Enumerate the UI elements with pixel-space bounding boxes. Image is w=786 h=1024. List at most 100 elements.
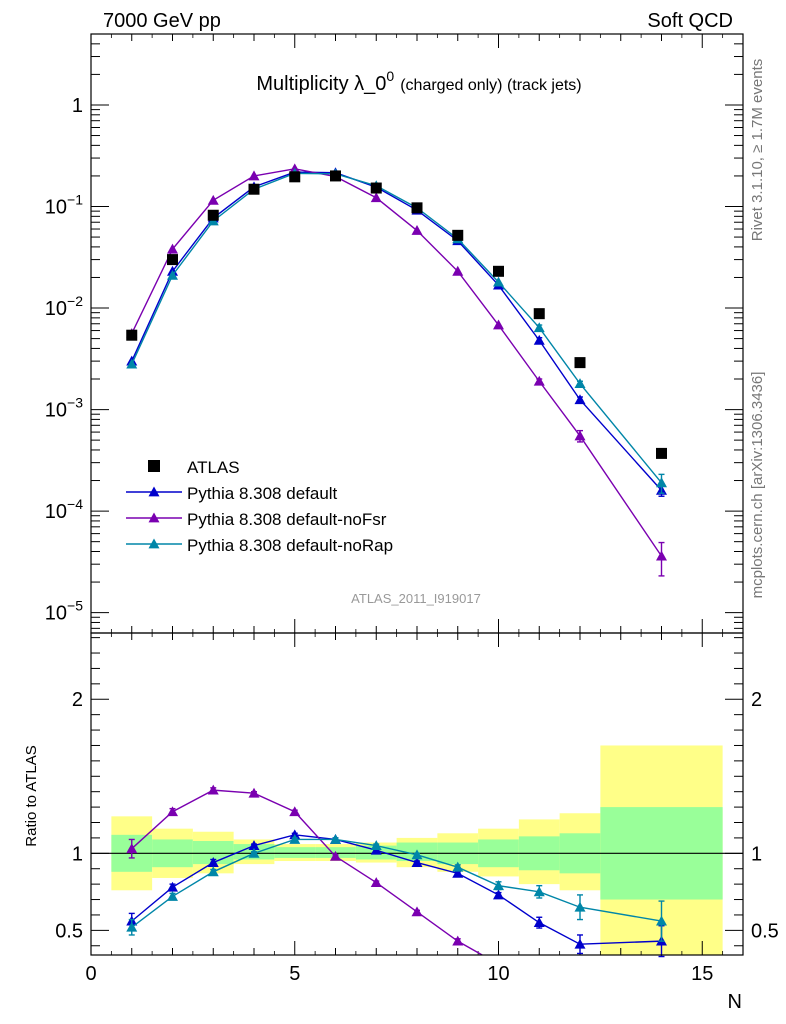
ratio-series-point — [207, 857, 219, 867]
main-panel: 1 10−1 10−2 10−3 10−4 10−5 — [45, 33, 744, 634]
series-point — [574, 430, 586, 441]
data-point — [330, 170, 341, 182]
ratio-series-point — [370, 840, 382, 851]
ratio-series-point — [370, 877, 382, 887]
ratio-series-line — [131, 789, 483, 956]
series-point — [207, 194, 219, 205]
ratio-y-tick-label: 2 — [72, 689, 83, 711]
ratio-series-point — [330, 850, 341, 861]
ratio-series-point — [452, 935, 464, 946]
ratio-series-point — [574, 938, 586, 949]
legend: ATLAS Pythia 8.308 default Pythia 8.308 de… — [126, 458, 393, 555]
series-point — [493, 276, 504, 287]
data-point — [452, 229, 464, 241]
ratio-series-point — [452, 861, 464, 872]
ratio-y-tick-label-right: 0.5 — [751, 920, 779, 942]
series-point — [533, 375, 545, 386]
legend-marker-data — [148, 460, 160, 472]
ratio-series-point — [533, 886, 545, 897]
data-point — [207, 209, 219, 221]
plot-title-paren: (charged only) (track jets) — [400, 77, 581, 94]
data-point — [248, 183, 260, 195]
y-tick-label: 10−5 — [45, 598, 83, 625]
ratio-axis-label: Ratio to ATLAS — [23, 745, 40, 846]
data-point — [656, 447, 667, 459]
y-tick-label: 10−4 — [45, 496, 83, 523]
series-point — [493, 319, 504, 330]
ratio-series-point — [207, 866, 219, 877]
ratio-series-point — [289, 806, 301, 817]
legend-marker — [148, 512, 160, 523]
header-left: 7000 GeV pp — [103, 10, 221, 32]
ratio-series-point — [248, 847, 260, 858]
legend-marker — [148, 486, 160, 497]
ratio-series-point — [330, 833, 341, 844]
x-tick-label: 0 — [85, 963, 96, 985]
ratio-series-point — [574, 901, 586, 912]
ratio-y-tick-label: 1 — [72, 843, 83, 865]
x-tick-label: 5 — [289, 963, 300, 985]
ratio-series-point — [248, 840, 260, 851]
series-point — [452, 265, 464, 276]
series-point — [167, 243, 178, 254]
rivet-version-label: Rivet 3.1.10, ≥ 1.7M events — [749, 59, 766, 242]
ratio-series-point — [493, 889, 504, 900]
ratio-series-point — [167, 881, 178, 892]
data-point — [493, 265, 504, 277]
plot-title: Multiplicity λ_00 (charged only) (track j… — [256, 68, 581, 95]
series-point — [248, 170, 260, 181]
ratio-y-tick-label-right: 2 — [751, 689, 762, 711]
data-point — [411, 202, 423, 214]
series-point — [126, 358, 138, 369]
ratio-series-point — [411, 857, 423, 867]
data-point — [289, 171, 301, 183]
ratio-series-point — [167, 806, 178, 817]
data-point — [126, 329, 138, 341]
plot-title-main: Multiplicity λ_0 — [256, 73, 386, 95]
ratio-y-tick-label: 0.5 — [55, 920, 83, 942]
header-right: Soft QCD — [647, 10, 733, 32]
legend-label: Pythia 8.308 default-noFsr — [187, 510, 387, 529]
series-point — [656, 477, 667, 488]
ratio-series-point — [411, 906, 423, 917]
series-point — [574, 378, 586, 389]
series-point — [533, 334, 545, 345]
series-point — [411, 225, 423, 235]
x-tick-label: 15 — [691, 963, 713, 985]
mcplots-label: mcplots.cern.ch [arXiv:1306.3436] — [749, 372, 766, 599]
series-point — [574, 394, 586, 405]
legend-label: Pythia 8.308 default — [187, 484, 338, 503]
ratio-series-point — [126, 843, 138, 854]
legend-marker — [148, 538, 160, 549]
ratio-series-1 — [126, 784, 483, 956]
data-point — [167, 254, 178, 266]
y-tick-label: 10−1 — [45, 191, 83, 218]
plot-title-sup: 0 — [386, 68, 394, 84]
ratio-series-point — [289, 833, 301, 844]
data-series — [126, 170, 667, 459]
ratio-series-point — [248, 787, 260, 798]
legend-label-data: ATLAS — [187, 458, 240, 477]
series-point — [533, 322, 545, 333]
ratio-panel: 0.5 0.5 1 1 2 2 0 5 10 15 — [55, 632, 779, 985]
ratio-series-point — [452, 867, 464, 878]
ratio-y-tick-label-right: 1 — [751, 843, 762, 865]
ratio-series-point — [207, 784, 219, 795]
ratio-series-point — [656, 915, 667, 926]
series-point — [167, 269, 178, 280]
ratio-series-point — [533, 917, 545, 928]
x-tick-label: 10 — [487, 963, 509, 985]
series-point — [656, 550, 667, 561]
series-point — [370, 192, 382, 203]
y-tick-label: 10−3 — [45, 395, 83, 422]
analysis-id-label: ATLAS_2011_I919017 — [351, 591, 481, 606]
legend-label: Pythia 8.308 default-noRap — [187, 536, 393, 555]
data-point — [533, 308, 545, 320]
green-band-4 — [274, 847, 316, 858]
ratio-series-2 — [126, 833, 667, 942]
y-tick-label: 1 — [72, 95, 83, 117]
x-axis-label: N — [728, 991, 742, 1013]
y-tick-label: 10−2 — [45, 293, 83, 320]
series-0 — [126, 166, 667, 497]
